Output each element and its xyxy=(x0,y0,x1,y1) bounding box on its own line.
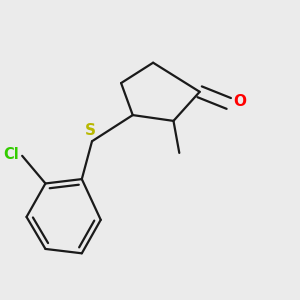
Text: Cl: Cl xyxy=(3,147,19,162)
Text: O: O xyxy=(233,94,246,110)
Text: S: S xyxy=(85,123,96,138)
